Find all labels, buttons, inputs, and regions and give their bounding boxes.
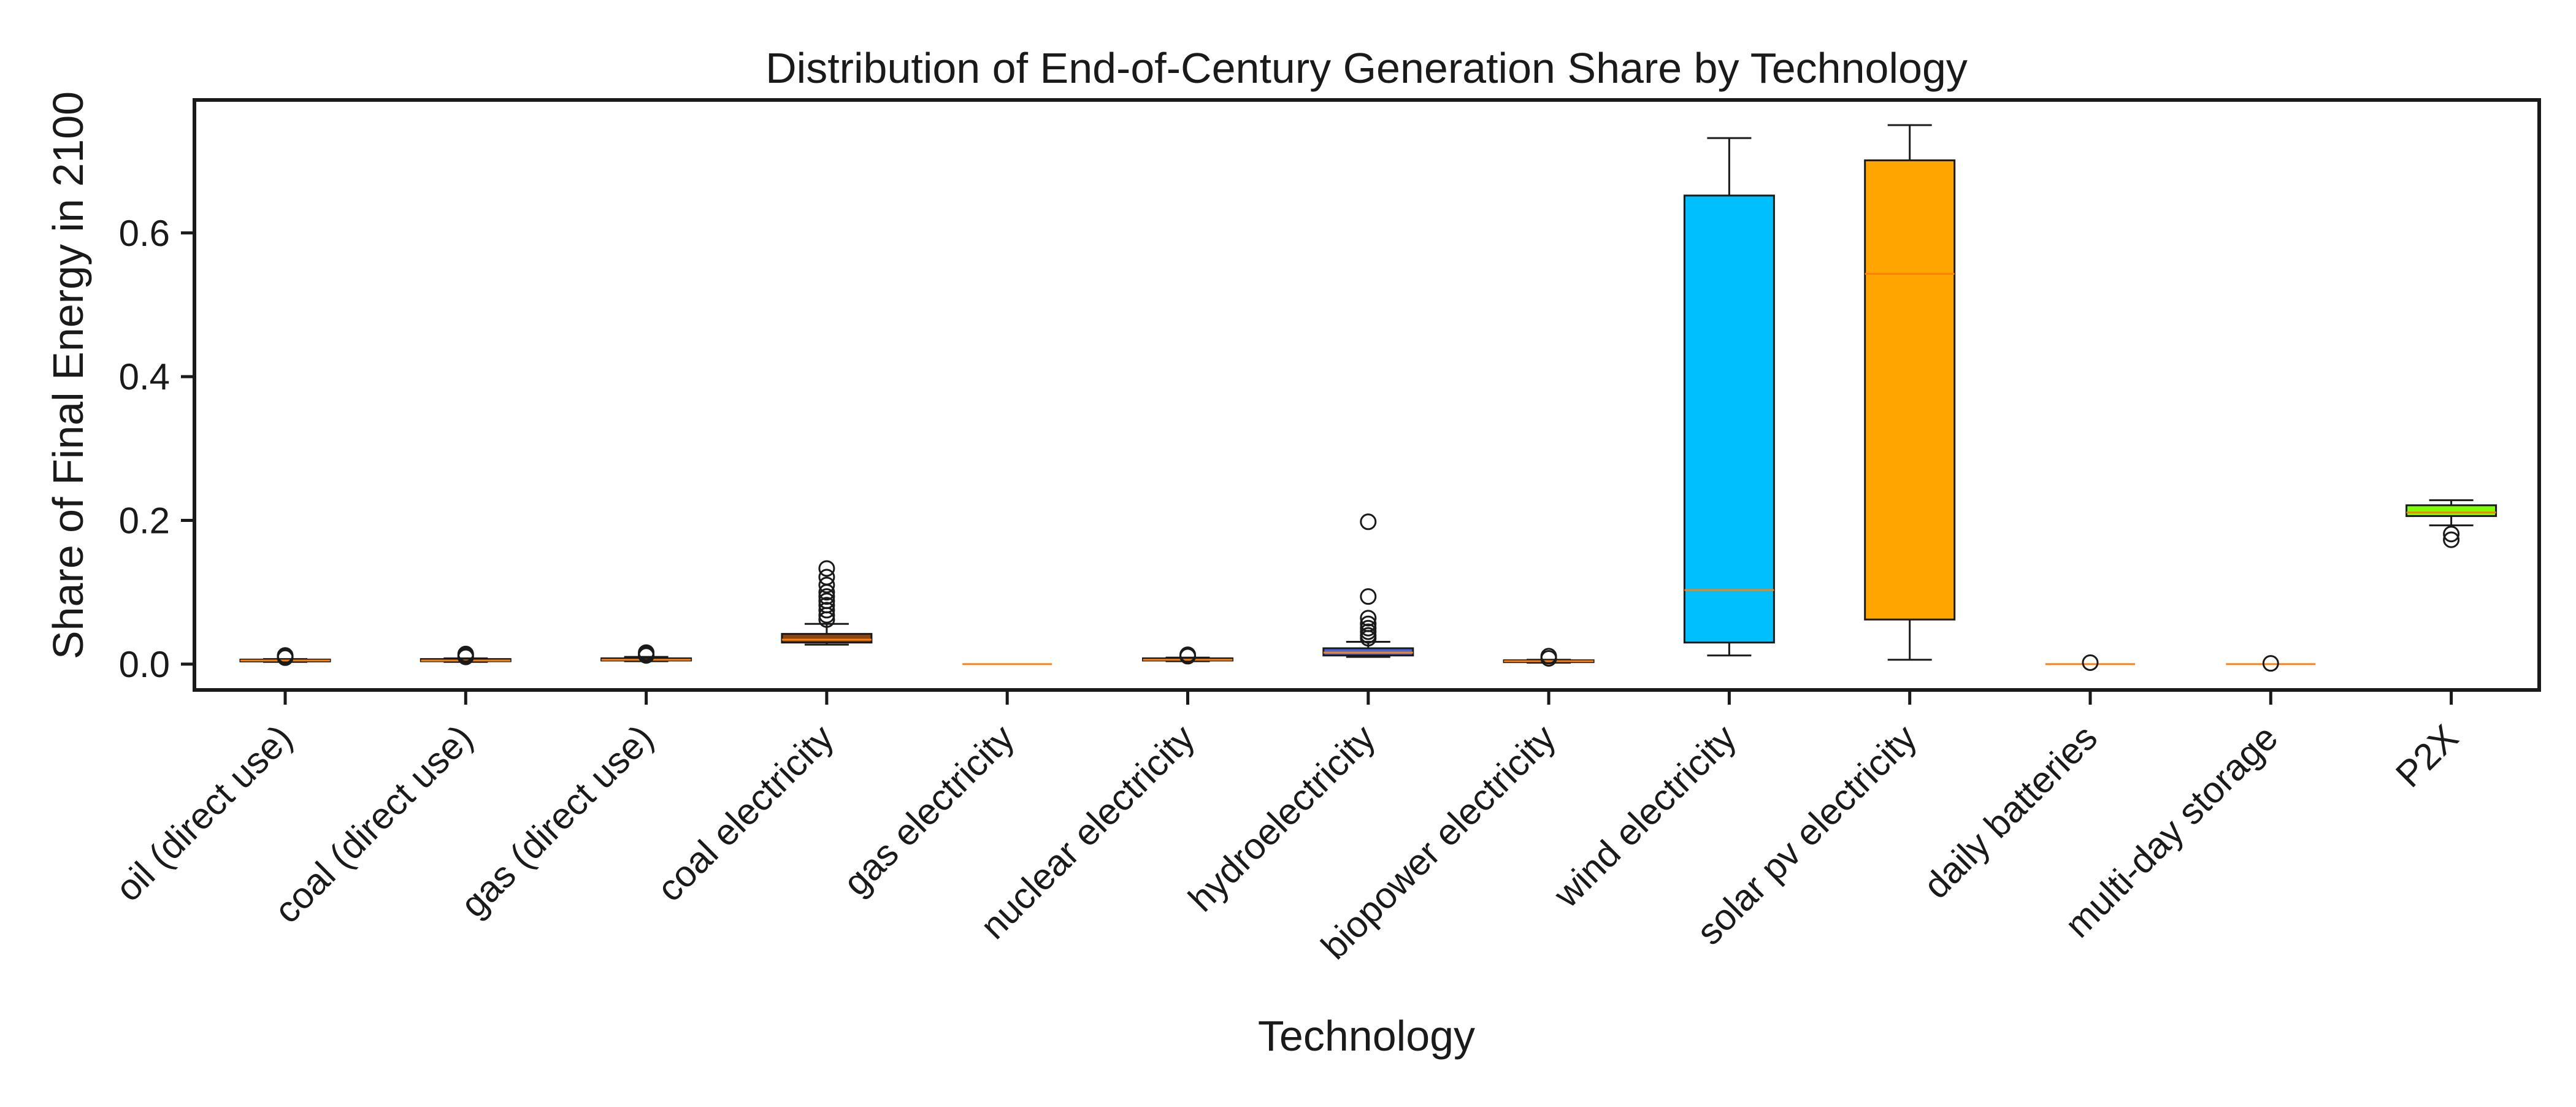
outlier-point <box>2082 654 2099 671</box>
x-tick-label: P2X <box>2388 717 2466 795</box>
outlier-point <box>818 597 835 614</box>
plot-frame <box>193 98 2541 692</box>
outlier-point <box>457 645 474 662</box>
x-tick-label: daily batteries <box>1915 717 2105 906</box>
x-tick-label: hydroelectricity <box>1181 717 1383 919</box>
outlier-point <box>818 588 835 605</box>
x-tick-label: coal electricity <box>649 717 841 910</box>
chart-title: Distribution of End-of-Century Generatio… <box>765 44 1968 92</box>
outlier-point <box>638 644 655 661</box>
x-tick-label: wind electricity <box>1546 717 1744 916</box>
y-tick-label: 0.2 <box>119 500 170 541</box>
box-9 <box>1864 159 1956 621</box>
outlier-point <box>818 576 835 594</box>
y-tick-label: 0.0 <box>119 644 170 685</box>
x-tick-label: oil (direct use) <box>107 717 300 910</box>
y-tick-label: 0.4 <box>119 356 170 397</box>
outlier-point <box>1360 588 1377 605</box>
plot-area: 0.0 0.2 0.4 0.6 oil (direct use)coal (direct… <box>107 98 2541 967</box>
outlier-point <box>818 569 835 586</box>
y-tick-label: 0.6 <box>119 213 170 254</box>
outlier-point <box>2443 526 2460 543</box>
outlier-point <box>2443 531 2460 548</box>
outlier-point <box>818 602 835 619</box>
box-8 <box>1683 194 1775 644</box>
x-axis-label: Technology <box>1258 1012 1475 1060</box>
outlier-point <box>818 560 835 577</box>
x-tick-label: gas electricity <box>835 717 1022 903</box>
box-12 <box>2405 504 2497 517</box>
x-tick-label: coal (direct use) <box>266 717 480 931</box>
outlier-point <box>277 647 294 664</box>
outlier-point <box>2262 655 2279 672</box>
outlier-point <box>1179 646 1196 664</box>
box-3 <box>781 633 873 644</box>
x-tick-label: gas (direct use) <box>453 717 661 925</box>
outlier-point <box>1540 648 1557 665</box>
outlier-point <box>1360 619 1377 637</box>
outlier-point <box>1360 513 1377 531</box>
outlier-point <box>1360 615 1377 632</box>
y-axis-label: Share of Final Energy in 2100 <box>44 91 92 659</box>
outlier-point <box>1360 610 1377 627</box>
outlier-point <box>818 592 835 610</box>
